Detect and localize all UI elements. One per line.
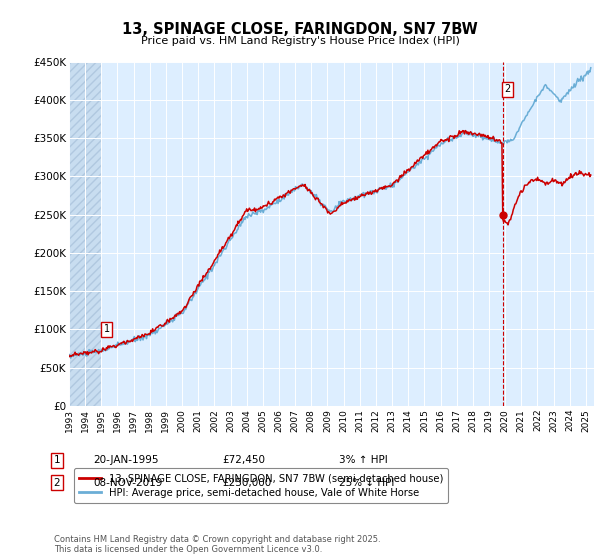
Text: £250,000: £250,000 bbox=[222, 478, 271, 488]
Text: 1: 1 bbox=[104, 324, 110, 334]
Text: 2: 2 bbox=[53, 478, 61, 488]
Legend: 13, SPINAGE CLOSE, FARINGDON, SN7 7BW (semi-detached house), HPI: Average price,: 13, SPINAGE CLOSE, FARINGDON, SN7 7BW (s… bbox=[74, 468, 448, 502]
Bar bbox=[69, 62, 102, 406]
Text: 20-JAN-1995: 20-JAN-1995 bbox=[93, 455, 158, 465]
Text: 2: 2 bbox=[505, 84, 511, 94]
Text: 3% ↑ HPI: 3% ↑ HPI bbox=[339, 455, 388, 465]
Text: Price paid vs. HM Land Registry's House Price Index (HPI): Price paid vs. HM Land Registry's House … bbox=[140, 36, 460, 46]
Text: 13, SPINAGE CLOSE, FARINGDON, SN7 7BW: 13, SPINAGE CLOSE, FARINGDON, SN7 7BW bbox=[122, 22, 478, 38]
Text: Contains HM Land Registry data © Crown copyright and database right 2025.
This d: Contains HM Land Registry data © Crown c… bbox=[54, 535, 380, 554]
Text: 08-NOV-2019: 08-NOV-2019 bbox=[93, 478, 163, 488]
Text: 1: 1 bbox=[53, 455, 61, 465]
Text: 25% ↓ HPI: 25% ↓ HPI bbox=[339, 478, 394, 488]
Text: £72,450: £72,450 bbox=[222, 455, 265, 465]
